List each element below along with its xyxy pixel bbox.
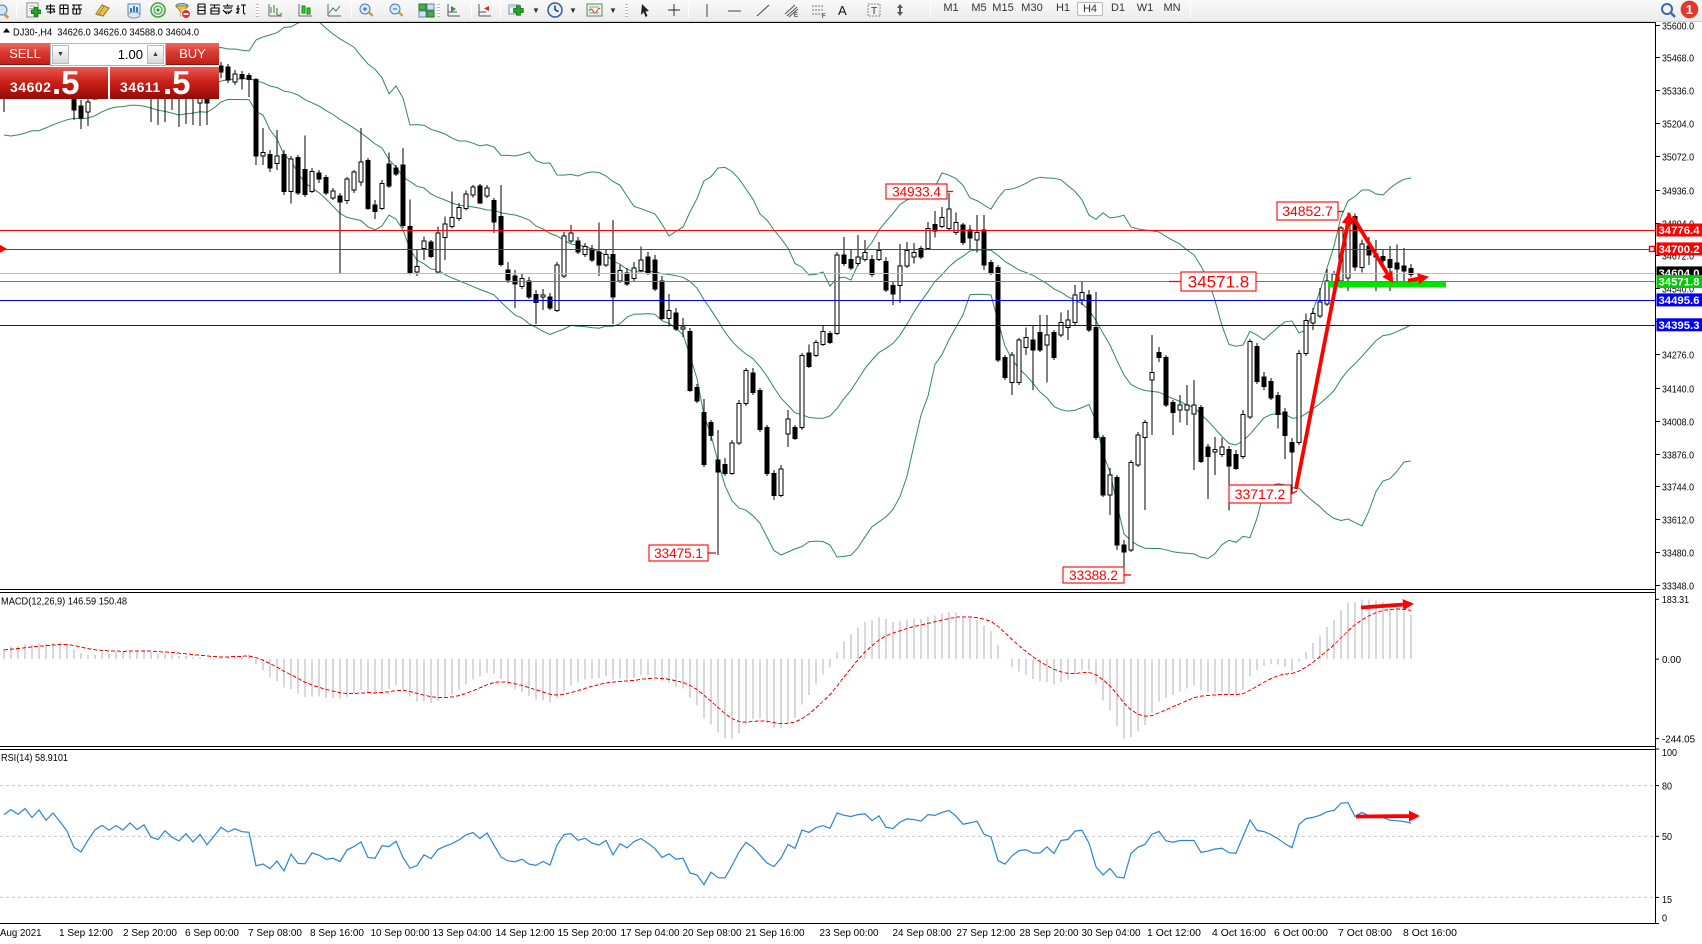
svg-text:8 Sep 16:00: 8 Sep 16:00	[310, 927, 364, 939]
svg-text:28 Sep 20:00: 28 Sep 20:00	[1020, 927, 1079, 939]
svg-text:4 Oct 16:00: 4 Oct 16:00	[1212, 927, 1266, 939]
svg-text:10 Sep 00:00: 10 Sep 00:00	[371, 927, 430, 939]
svg-text:34140.0: 34140.0	[1662, 383, 1694, 395]
svg-text:30 Sep 04:00: 30 Sep 04:00	[1082, 927, 1141, 939]
svg-text:21 Sep 16:00: 21 Sep 16:00	[746, 927, 805, 939]
svg-text:34571.8: 34571.8	[1659, 277, 1700, 289]
svg-text:23 Sep 00:00: 23 Sep 00:00	[820, 927, 879, 939]
svg-text:17 Sep 04:00: 17 Sep 04:00	[621, 927, 680, 939]
svg-text:33612.0: 33612.0	[1662, 514, 1694, 526]
svg-text:2 Sep 20:00: 2 Sep 20:00	[123, 927, 177, 939]
svg-text:35336.0: 35336.0	[1662, 85, 1694, 97]
svg-text:7 Oct 08:00: 7 Oct 08:00	[1338, 927, 1392, 939]
svg-text:6 Oct 00:00: 6 Oct 00:00	[1274, 927, 1328, 939]
svg-text:34276.0: 34276.0	[1662, 349, 1694, 361]
svg-text:33475.1: 33475.1	[654, 546, 703, 561]
svg-text:-244.05: -244.05	[1662, 733, 1695, 745]
svg-text:34852.7: 34852.7	[1282, 203, 1333, 219]
svg-text:15: 15	[1662, 894, 1672, 906]
svg-text:34776.4: 34776.4	[1659, 225, 1701, 237]
svg-text:34936.0: 34936.0	[1662, 185, 1694, 197]
svg-text:DJ30-,H4 34626.0 34626.0 3458: DJ30-,H4 34626.0 34626.0 34588.0 34604.0	[13, 27, 199, 39]
svg-text:33717.2: 33717.2	[1235, 486, 1286, 502]
svg-text:35204.0: 35204.0	[1662, 118, 1694, 130]
svg-text:33480.0: 33480.0	[1662, 547, 1694, 559]
svg-text:1 Sep 12:00: 1 Sep 12:00	[59, 927, 113, 939]
svg-text:50: 50	[1662, 831, 1672, 843]
svg-text:14 Sep 12:00: 14 Sep 12:00	[496, 927, 555, 939]
svg-text:100: 100	[1662, 747, 1677, 759]
svg-text:33388.2: 33388.2	[1069, 568, 1118, 583]
svg-text:7 Sep 08:00: 7 Sep 08:00	[248, 927, 302, 939]
svg-text:33348.0: 33348.0	[1662, 580, 1694, 592]
svg-text:MACD(12,26,9) 146.59 150.48: MACD(12,26,9) 146.59 150.48	[1, 596, 127, 608]
svg-text:24 Sep 08:00: 24 Sep 08:00	[893, 927, 952, 939]
svg-text:13 Sep 04:00: 13 Sep 04:00	[433, 927, 492, 939]
svg-text:F: F	[822, 14, 826, 19]
svg-text:RSI(14) 58.9101: RSI(14) 58.9101	[1, 752, 68, 764]
svg-text:183.31: 183.31	[1662, 594, 1689, 606]
svg-text:34571.8: 34571.8	[1188, 273, 1249, 292]
svg-text:0: 0	[1662, 912, 1667, 924]
svg-text:1 Aug 2021: 1 Aug 2021	[0, 927, 42, 939]
svg-text:1: 1	[1686, 2, 1693, 17]
svg-text:0.00: 0.00	[1662, 654, 1681, 666]
svg-text:6 Sep 00:00: 6 Sep 00:00	[185, 927, 239, 939]
svg-text:34395.3: 34395.3	[1659, 320, 1700, 332]
svg-text:80: 80	[1662, 780, 1672, 792]
svg-text:15 Sep 20:00: 15 Sep 20:00	[558, 927, 617, 939]
svg-text:35468.0: 35468.0	[1662, 52, 1694, 64]
svg-text:34008.0: 34008.0	[1662, 416, 1694, 428]
svg-text:E: E	[794, 13, 798, 19]
svg-text:34495.6: 34495.6	[1659, 295, 1700, 307]
svg-text:34933.4: 34933.4	[892, 184, 941, 199]
svg-text:T: T	[871, 6, 877, 17]
svg-text:35072.0: 35072.0	[1662, 151, 1694, 163]
svg-text:33876.0: 33876.0	[1662, 449, 1694, 461]
svg-text:33744.0: 33744.0	[1662, 481, 1694, 493]
svg-text:1 Oct 12:00: 1 Oct 12:00	[1147, 927, 1201, 939]
svg-text:20 Sep 08:00: 20 Sep 08:00	[683, 927, 742, 939]
svg-text:8 Oct 16:00: 8 Oct 16:00	[1403, 927, 1457, 939]
svg-text:34700.2: 34700.2	[1659, 244, 1700, 256]
svg-text:27 Sep 12:00: 27 Sep 12:00	[957, 927, 1016, 939]
svg-text:35600.0: 35600.0	[1662, 20, 1694, 32]
